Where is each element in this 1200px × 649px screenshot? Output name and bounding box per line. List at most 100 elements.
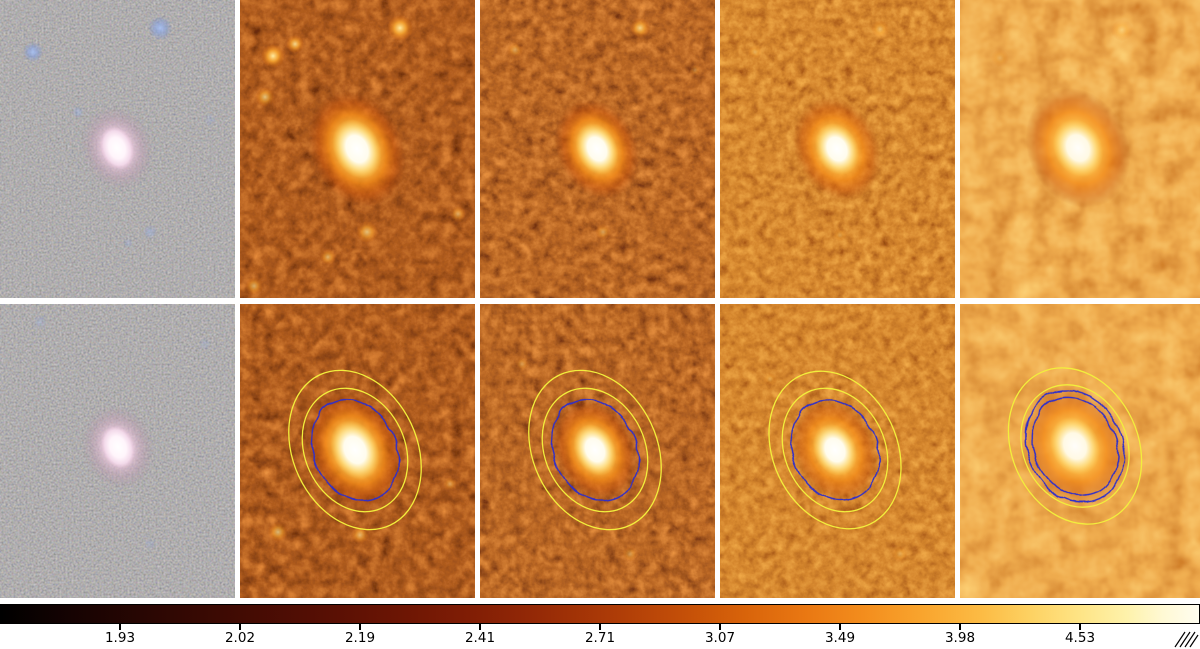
galaxy-core bbox=[575, 123, 619, 175]
blue-source bbox=[23, 42, 43, 62]
colorbar-tick bbox=[599, 624, 601, 630]
blue-source bbox=[33, 315, 47, 329]
colorbar-tick bbox=[479, 624, 481, 630]
band-2-image-with-apertures bbox=[480, 304, 715, 598]
isophote-contour bbox=[1025, 389, 1125, 503]
colorbar-tick bbox=[719, 624, 721, 630]
blue-source bbox=[199, 338, 211, 350]
band-3-image-with-apertures bbox=[720, 304, 955, 598]
isophote-contour bbox=[550, 398, 640, 502]
colorbar-tick bbox=[239, 624, 241, 630]
rgb-image bbox=[0, 0, 235, 298]
galaxy-core bbox=[332, 119, 382, 179]
aperture-overlays bbox=[528, 369, 662, 531]
band-2-image bbox=[480, 0, 715, 298]
field-source bbox=[763, 372, 777, 386]
inner-aperture-ellipse bbox=[1020, 384, 1130, 508]
blue-source bbox=[72, 106, 84, 118]
galaxy bbox=[552, 399, 638, 501]
band-1-image-with-apertures bbox=[240, 304, 475, 598]
field-source bbox=[622, 546, 638, 562]
field-source bbox=[245, 277, 263, 295]
panel-band-4-bottom bbox=[960, 304, 1200, 598]
colorbar-tick-label: 3.49 bbox=[824, 630, 856, 646]
colorbar-tick bbox=[1079, 624, 1081, 630]
panel-rgb-composite-top bbox=[0, 0, 235, 298]
field-source bbox=[286, 35, 304, 53]
galaxy bbox=[1025, 87, 1131, 209]
galaxy-core bbox=[812, 423, 858, 477]
field-source bbox=[255, 87, 275, 107]
galaxy bbox=[790, 397, 880, 503]
diagonal-hatch-icon bbox=[1174, 631, 1199, 648]
blue-source bbox=[204, 114, 216, 126]
galaxy bbox=[1022, 385, 1128, 507]
field-source bbox=[443, 477, 457, 491]
galaxy-core bbox=[330, 420, 380, 480]
blue-source bbox=[123, 238, 133, 248]
outer-aperture-ellipse bbox=[768, 370, 902, 530]
colorbar-tick-label: 3.07 bbox=[704, 630, 736, 646]
aperture-overlays bbox=[768, 370, 902, 530]
panel-band-2-top bbox=[480, 0, 715, 298]
field-source bbox=[892, 546, 908, 562]
field-source bbox=[387, 15, 413, 41]
field-source bbox=[261, 44, 285, 68]
colorbar-tick-label: 2.02 bbox=[224, 630, 256, 646]
galaxy-core bbox=[101, 425, 135, 469]
galaxy bbox=[308, 91, 406, 207]
field-source bbox=[689, 64, 701, 76]
field-source bbox=[356, 221, 378, 243]
colorbar-tick bbox=[359, 624, 361, 630]
colorbar-tick-label: 3.98 bbox=[944, 630, 976, 646]
band-4-image bbox=[960, 0, 1200, 298]
isophote-contour bbox=[310, 398, 400, 502]
panel-band-3-top bbox=[720, 0, 955, 298]
field-source bbox=[515, 357, 529, 371]
band-3-image bbox=[720, 0, 955, 298]
galaxy bbox=[306, 392, 404, 508]
colorbar-tick-label: 2.71 bbox=[584, 630, 616, 646]
panel-band-2-bottom bbox=[480, 304, 715, 598]
panel-band-1-bottom bbox=[240, 304, 475, 598]
field-source bbox=[630, 18, 650, 38]
band-4-image-with-apertures bbox=[960, 304, 1200, 598]
field-source bbox=[450, 206, 466, 222]
field-source bbox=[871, 20, 889, 38]
galaxy bbox=[792, 96, 882, 202]
galaxy-core bbox=[814, 122, 860, 176]
isophote-contour-2 bbox=[1031, 395, 1119, 497]
field-source bbox=[320, 249, 336, 265]
band-1-image bbox=[240, 0, 475, 298]
inner-aperture-ellipse bbox=[781, 387, 889, 513]
galaxy-core bbox=[573, 424, 617, 476]
galaxy-core bbox=[100, 126, 134, 170]
isophote-contour bbox=[790, 398, 880, 502]
colorbar bbox=[0, 604, 1200, 624]
blue-source bbox=[148, 16, 172, 40]
galaxy-core bbox=[1052, 118, 1104, 178]
panel-band-4-top bbox=[960, 0, 1200, 298]
field-source bbox=[1111, 19, 1133, 41]
inner-aperture-ellipse bbox=[301, 387, 409, 513]
panel-rgb-composite-bottom bbox=[0, 304, 235, 598]
field-source bbox=[595, 224, 611, 240]
outer-aperture-ellipse bbox=[528, 369, 662, 531]
rgb-image bbox=[0, 304, 235, 598]
colorbar-tick-label: 4.53 bbox=[1064, 630, 1096, 646]
field-source bbox=[833, 228, 847, 242]
panel-band-3-bottom bbox=[720, 304, 955, 598]
aperture-overlays bbox=[288, 369, 422, 531]
colorbar-tick bbox=[119, 624, 121, 630]
outer-aperture-ellipse bbox=[1007, 367, 1143, 525]
aperture-overlays bbox=[1007, 367, 1143, 525]
field-source bbox=[268, 522, 288, 542]
colorbar-tick bbox=[959, 624, 961, 630]
colorbar-tick-label: 2.41 bbox=[464, 630, 496, 646]
field-source bbox=[748, 45, 762, 59]
field-source bbox=[991, 49, 1009, 67]
galaxy bbox=[81, 404, 155, 490]
colorbar-tick-label: 2.19 bbox=[344, 630, 376, 646]
inner-aperture-ellipse bbox=[541, 387, 649, 513]
